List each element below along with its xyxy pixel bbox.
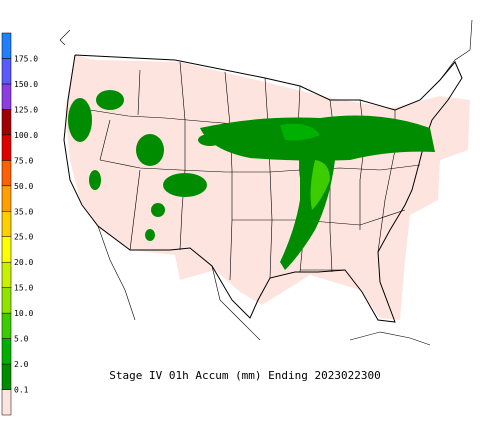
colorbar-label: 2.0 bbox=[14, 360, 29, 369]
colorbar-label: 35.0 bbox=[14, 207, 33, 216]
colorbar-swatch bbox=[1, 109, 12, 136]
us-outline bbox=[63, 54, 463, 323]
colorbar-label: 25.0 bbox=[14, 233, 33, 242]
neighbor-coasts bbox=[59, 19, 473, 346]
colorbar-label: 175.0 bbox=[14, 54, 38, 63]
colorbar-label: 100.0 bbox=[14, 131, 38, 140]
colorbar: 0.1 2.0 5.0 10.0 15.0 20.0 25.0 35.0 50.0 75.0 100… bbox=[1, 32, 38, 416]
colorbar-label: 10.0 bbox=[14, 309, 33, 318]
colorbar-swatch bbox=[1, 287, 12, 314]
colorbar-swatch bbox=[1, 160, 12, 187]
colorbar-label: 0.1 bbox=[14, 386, 29, 395]
colorbar-label: 75.0 bbox=[14, 156, 33, 165]
colorbar-label: 125.0 bbox=[14, 105, 38, 114]
colorbar-swatch bbox=[1, 389, 12, 416]
colorbar-swatch bbox=[1, 58, 12, 85]
colorbar-swatch bbox=[1, 236, 12, 263]
colorbar-label: 150.0 bbox=[14, 80, 38, 89]
colorbar-label: 5.0 bbox=[14, 335, 29, 344]
colorbar-swatch bbox=[1, 312, 12, 339]
colorbar-swatch bbox=[1, 261, 12, 288]
colorbar-label: 15.0 bbox=[14, 284, 33, 293]
colorbar-swatch bbox=[1, 134, 12, 161]
colorbar-swatch bbox=[1, 338, 12, 365]
colorbar-swatch bbox=[1, 211, 12, 237]
colorbar-swatch bbox=[1, 363, 12, 390]
colorbar-label: 20.0 bbox=[14, 258, 33, 267]
colorbar-swatch bbox=[1, 185, 12, 212]
precip-areas bbox=[68, 90, 435, 270]
colorbar-swatch bbox=[1, 32, 12, 59]
colorbar-swatch bbox=[1, 83, 12, 110]
map-title: Stage IV 01h Accum (mm) Ending 202302230… bbox=[109, 369, 381, 382]
colorbar-label: 50.0 bbox=[14, 182, 33, 191]
